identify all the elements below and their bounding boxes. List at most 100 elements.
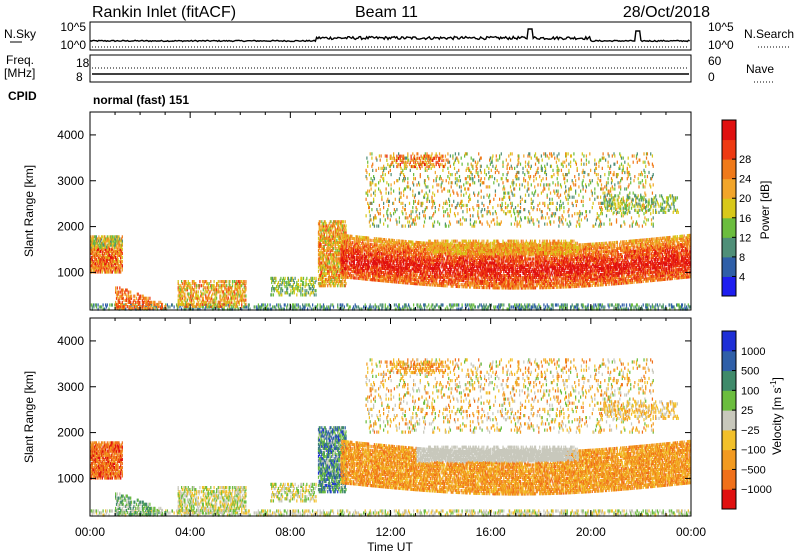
power-cell — [354, 237, 355, 240]
power-cell — [411, 271, 412, 274]
power-cell — [345, 228, 346, 231]
power-cell — [352, 241, 353, 244]
power-cell — [370, 239, 371, 242]
power-cell — [371, 239, 372, 242]
power-cell — [254, 305, 255, 308]
power-cell — [272, 305, 273, 308]
power-cell — [612, 303, 613, 306]
power-cell — [118, 258, 119, 261]
power-cell — [583, 305, 584, 308]
power-cell — [389, 303, 390, 306]
power-cell — [303, 277, 304, 280]
power-cell — [543, 303, 544, 306]
power-cell — [302, 293, 303, 296]
power-cell — [184, 303, 185, 306]
power-cell — [216, 297, 217, 300]
power-cell — [182, 294, 183, 297]
power-cell — [306, 277, 307, 280]
power-cell — [503, 303, 504, 306]
power-cell — [126, 295, 127, 298]
power-cell — [93, 303, 94, 306]
power-cell — [150, 305, 151, 308]
power-cell — [118, 291, 119, 294]
power-cell — [445, 284, 446, 287]
power-cell — [556, 303, 557, 306]
power-cell — [122, 252, 123, 255]
power-cell — [298, 303, 299, 306]
power-cell — [382, 303, 383, 306]
power-cell — [123, 289, 124, 292]
power-cell — [122, 248, 123, 251]
power-cell — [479, 303, 480, 306]
power-cell — [285, 303, 286, 306]
power-cell — [119, 286, 120, 289]
power-cell — [122, 239, 123, 242]
power-cell — [130, 291, 131, 294]
power-cell — [151, 301, 152, 304]
power-cell — [302, 287, 303, 290]
nsky-tick-top: 10^5 — [60, 20, 86, 34]
power-cell — [294, 287, 295, 290]
power-cell — [306, 283, 307, 286]
power-cell — [486, 303, 487, 306]
power-cell — [112, 270, 113, 273]
date-title: 28/Oct/2018 — [623, 4, 710, 21]
power-cell — [288, 277, 289, 280]
power-cell — [370, 303, 371, 306]
power-cell — [333, 231, 334, 234]
power-cell — [244, 280, 245, 283]
power-cell — [373, 305, 374, 308]
power-cell — [413, 303, 414, 306]
power-cell — [131, 295, 132, 298]
power-cell — [196, 290, 197, 293]
power-cell — [454, 303, 455, 306]
power-cell — [287, 303, 288, 306]
power-cell — [310, 305, 311, 308]
power-cell — [209, 282, 210, 285]
power-cell — [529, 303, 530, 306]
power-cell — [383, 257, 384, 260]
power-cell — [604, 305, 605, 308]
power-cell — [203, 292, 204, 295]
power-cell — [509, 303, 510, 306]
power-cell — [294, 281, 295, 284]
power-cell — [187, 299, 188, 302]
power-cell — [669, 303, 670, 306]
power-cell — [572, 303, 573, 306]
power-cell — [154, 301, 155, 304]
power-cell — [226, 284, 227, 287]
power-cell — [158, 301, 159, 304]
power-cell — [417, 303, 418, 306]
power-cell — [296, 293, 297, 296]
power-cell — [149, 297, 150, 300]
power-cell — [350, 305, 351, 308]
power-cell — [613, 305, 614, 308]
power-cell — [314, 277, 315, 280]
power-cell — [659, 303, 660, 306]
power-cell — [232, 280, 233, 283]
power-cell — [296, 303, 297, 306]
power-cell — [623, 303, 624, 306]
power-cell — [220, 294, 221, 297]
power-cell — [168, 305, 169, 308]
power-cell — [209, 290, 210, 293]
power-cell — [301, 277, 302, 280]
power-cell — [655, 303, 656, 306]
power-cell — [298, 283, 299, 286]
power-cell — [123, 299, 124, 302]
power-cell — [245, 303, 246, 306]
power-cell — [219, 280, 220, 283]
power-cell — [495, 305, 496, 308]
power-cell — [615, 303, 616, 306]
power-cell — [306, 289, 307, 292]
power-cell — [310, 287, 311, 290]
power-cell — [318, 270, 319, 273]
power-cell — [330, 284, 331, 287]
power-cell — [313, 281, 314, 284]
power-cell — [317, 303, 318, 306]
power-cell — [299, 289, 300, 292]
power-cell — [169, 305, 170, 308]
power-cell — [212, 292, 213, 295]
power-cell — [115, 286, 116, 289]
power-cell — [315, 277, 316, 280]
